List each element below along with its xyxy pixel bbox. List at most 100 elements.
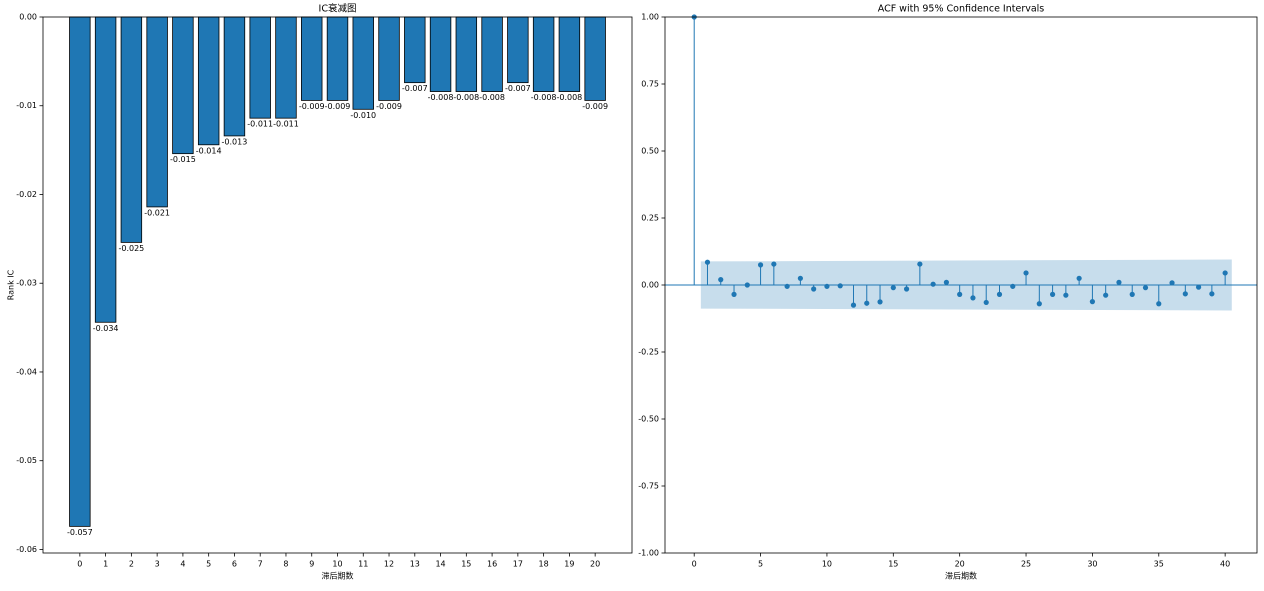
stem-marker [943,279,949,285]
data-label: -0.008 [531,93,557,102]
data-label: -0.025 [118,244,144,253]
stem-marker [1182,291,1188,297]
stem-marker [1156,301,1162,307]
y-tick-label: -0.50 [638,415,659,424]
data-label: -0.008 [479,93,505,102]
stem-marker [970,295,976,301]
data-label: -0.007 [505,84,531,93]
x-axis-label: 滞后期数 [322,571,354,581]
x-tick-label: 16 [487,560,497,569]
x-tick-label: 2 [129,560,134,569]
data-label: -0.008 [428,93,454,102]
y-tick-label: -0.75 [638,482,659,491]
stem-marker [930,281,936,287]
data-label: -0.009 [325,102,351,111]
x-tick-label: 20 [590,560,600,569]
y-tick-label: -0.25 [638,348,659,357]
stem-marker [957,291,963,297]
stem-marker [996,291,1003,297]
bar [558,16,581,92]
x-tick-label: 14 [435,560,445,569]
bar [507,16,529,84]
y-tick-label: -0.02 [16,190,37,199]
y-tick-label: -1.00 [638,549,659,558]
data-label: -0.013 [222,137,248,146]
x-tick-label: 15 [888,560,898,569]
x-tick-label: 19 [564,560,574,569]
x-tick-label: 5 [758,560,763,569]
bar [146,16,168,208]
x-tick-label: 6 [232,560,237,569]
x-tick-label: 4 [180,560,185,569]
bar [481,16,503,92]
x-tick-label: 7 [258,560,263,569]
x-tick-label: 17 [513,560,523,569]
stem-marker [811,286,817,292]
x-tick-label: 9 [309,560,314,569]
stem-marker [771,261,777,267]
stem-marker [1076,275,1082,281]
x-tick-label: 25 [1021,560,1031,569]
stem-marker [1116,279,1122,285]
stem-marker [704,259,711,265]
data-label: -0.015 [170,155,196,164]
data-label: -0.009 [376,102,402,111]
chart-title: ACF with 95% Confidence Intervals [878,4,1045,15]
x-tick-label: 20 [955,560,965,569]
stem-marker [1169,280,1175,286]
x-tick-label: 8 [283,560,288,569]
stem-marker [1129,291,1135,297]
data-label: -0.010 [350,111,376,120]
bar [301,16,323,101]
bar [532,16,555,92]
bar [378,16,400,101]
stem-marker [1195,284,1202,290]
bar [326,16,349,101]
stem-marker [1063,292,1069,298]
stem-marker [731,291,737,297]
y-tick-label: -0.06 [16,545,37,554]
bar [172,16,194,155]
stem-marker [1023,270,1029,276]
stem-marker [744,282,750,288]
stem-marker [917,261,923,267]
x-tick-label: 30 [1087,560,1097,569]
bar [94,16,117,323]
bar [120,16,143,243]
data-label: -0.011 [247,120,273,129]
bar [352,16,374,110]
stem-marker [1222,270,1228,276]
y-tick-label: -0.01 [16,101,37,110]
stem-marker [1089,299,1096,305]
stem-marker [757,262,764,268]
data-label: -0.008 [453,93,479,102]
bar [404,16,426,84]
bar [69,16,91,527]
data-label: -0.011 [273,120,299,129]
x-tick-label: 0 [692,560,697,569]
stem-marker [864,300,870,306]
stem-marker [1036,301,1042,307]
y-tick-label: 0.00 [641,281,659,290]
stem-marker [797,275,803,281]
y-tick-label: -0.04 [16,367,37,376]
y-tick-label: 1.00 [641,13,659,22]
axes-frame [664,16,1258,554]
bar [429,16,452,92]
data-label: -0.007 [402,84,428,93]
bar [197,16,220,146]
y-tick-label: -0.03 [16,279,37,288]
x-tick-label: 12 [384,560,394,569]
stem-marker [850,302,857,308]
stem-marker [718,277,724,283]
x-tick-label: 5 [206,560,211,569]
y-tick-label: -0.05 [16,456,37,465]
stem-marker [983,299,989,306]
x-axis-label: 滞后期数 [945,571,977,581]
y-tick-label: 0.50 [641,147,659,156]
stem-marker [890,285,896,291]
data-label: -0.009 [299,102,325,111]
axes-frame [42,16,633,554]
stem-marker [1142,285,1149,291]
